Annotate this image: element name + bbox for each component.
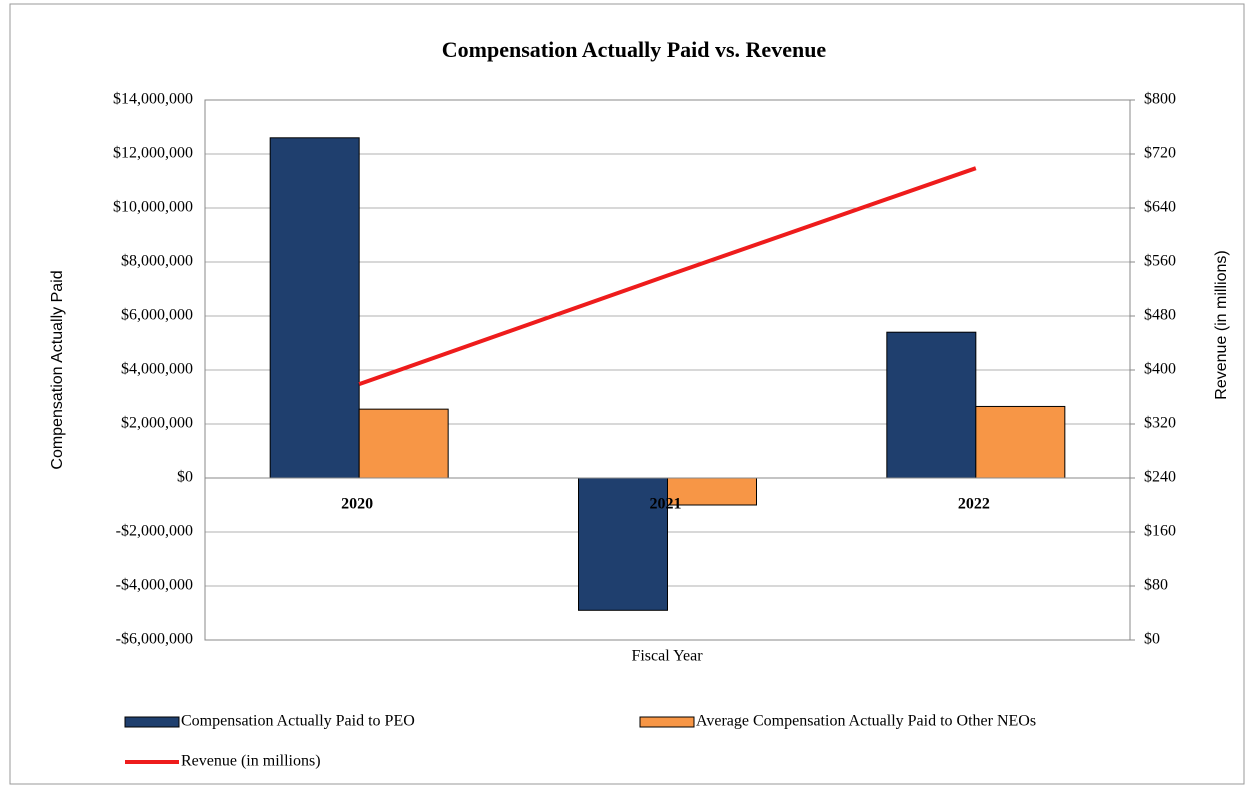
legend-swatch [639, 716, 695, 728]
y2-tick-label: $480 [1144, 307, 1176, 324]
legend-label: Compensation Actually Paid to PEO [181, 713, 415, 730]
bar [578, 477, 668, 611]
y-tick-label: $8,000,000 [121, 253, 193, 270]
y-tick-label: $4,000,000 [121, 361, 193, 378]
y2-tick-label: $640 [1144, 199, 1176, 216]
y-tick-label: $2,000,000 [121, 415, 193, 432]
x-tick-label: 2021 [650, 496, 682, 513]
y2-tick-label: $240 [1144, 469, 1176, 486]
x-tick-label: 2020 [341, 496, 373, 513]
chart-title: Compensation Actually Paid vs. Revenue [442, 37, 827, 62]
y-tick-label: -$2,000,000 [116, 523, 193, 540]
y-axis-title: Compensation Actually Paid [49, 270, 66, 469]
bar [975, 405, 1066, 479]
y2-axis-title: Revenue (in millions) [1213, 250, 1230, 399]
bar [667, 477, 757, 506]
y-tick-label: -$4,000,000 [116, 577, 193, 594]
y-tick-label: $12,000,000 [113, 145, 193, 162]
bar [358, 408, 449, 479]
legend-swatch [124, 716, 180, 728]
y2-tick-label: $320 [1144, 415, 1176, 432]
y-tick-label: $10,000,000 [113, 199, 193, 216]
y2-tick-label: $560 [1144, 253, 1176, 270]
y-tick-label: $6,000,000 [121, 307, 193, 324]
y2-tick-label: $800 [1144, 91, 1176, 108]
y-tick-label: $14,000,000 [113, 91, 193, 108]
chart-frame [9, 3, 1245, 785]
y2-tick-label: $720 [1144, 145, 1176, 162]
y-tick-label: $0 [177, 469, 193, 486]
y2-tick-label: $160 [1144, 523, 1176, 540]
y2-tick-label: $80 [1144, 577, 1168, 594]
plot-area [204, 99, 1131, 641]
y-tick-label: -$6,000,000 [116, 631, 193, 648]
x-axis-title: Fiscal Year [631, 648, 703, 665]
legend-label: Average Compensation Actually Paid to Ot… [696, 713, 1036, 730]
bar [886, 331, 977, 479]
bar [269, 137, 360, 479]
legend-label: Revenue (in millions) [181, 753, 321, 770]
y2-tick-label: $0 [1144, 631, 1160, 648]
revenue-line [358, 166, 977, 387]
y2-tick-label: $400 [1144, 361, 1176, 378]
x-tick-label: 2022 [958, 496, 990, 513]
